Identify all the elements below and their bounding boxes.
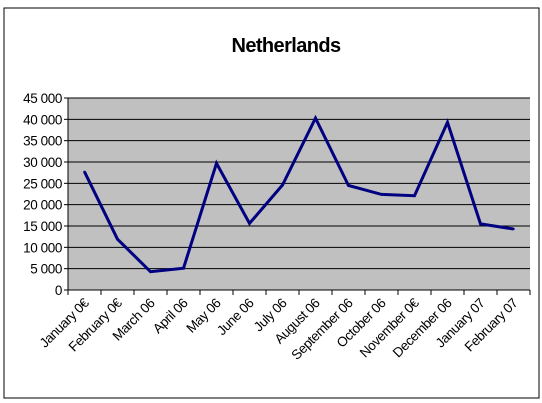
chart-title: Netherlands <box>232 35 341 57</box>
data-point <box>446 121 449 124</box>
data-point <box>149 270 152 273</box>
data-point <box>83 170 86 174</box>
y-tick-label: 35 000 <box>23 134 62 149</box>
data-point <box>248 222 251 225</box>
data-point <box>116 238 119 241</box>
data-point <box>479 222 482 226</box>
y-tick-label: 10 000 <box>23 240 62 255</box>
data-point <box>512 227 515 231</box>
series-line <box>83 114 514 274</box>
y-tick-label: 45 000 <box>23 91 62 106</box>
data-point <box>182 267 185 270</box>
y-tick-label: 5 000 <box>30 262 62 277</box>
data-point <box>380 193 383 196</box>
series <box>83 114 515 274</box>
y-tick-label: 40 000 <box>23 112 62 127</box>
data-point <box>281 183 284 187</box>
data-point <box>215 162 218 165</box>
y-tick-label: 30 000 <box>23 155 62 170</box>
y-axis: 0 5 000 10 000 15 000 20 000 25 000 30 000 35 0… <box>23 91 68 298</box>
y-tick-label: 15 000 <box>23 219 62 234</box>
y-tick-label: 0 <box>55 283 62 298</box>
y-tick-label: 25 000 <box>23 176 62 191</box>
data-point <box>314 116 317 120</box>
plot-area <box>68 98 530 290</box>
data-point <box>347 184 350 187</box>
y-tick-label: 20 000 <box>23 198 62 213</box>
data-point <box>413 194 416 197</box>
